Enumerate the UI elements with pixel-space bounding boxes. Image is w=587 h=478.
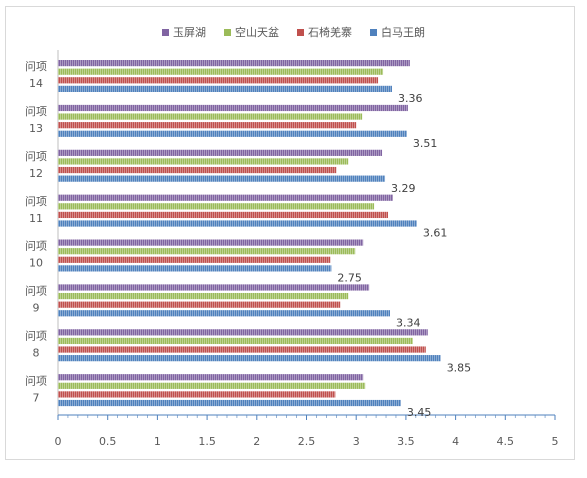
data-label: 3.34: [396, 316, 421, 329]
legend-label: 空山天盆: [235, 26, 279, 39]
category-label: 13: [29, 122, 43, 135]
category-label: 10: [29, 257, 43, 270]
bar: [58, 310, 390, 317]
category-label: 问项: [25, 374, 47, 387]
legend-label: 石椅羌寨: [308, 26, 352, 39]
x-tick-label: 2.5: [298, 435, 316, 448]
bar: [58, 292, 349, 300]
legend-label: 白马王朗: [381, 26, 425, 39]
legend-item: 石椅羌寨: [297, 24, 352, 40]
bar: [58, 220, 417, 227]
data-label: 3.29: [391, 182, 416, 195]
bar: [58, 85, 392, 92]
category-label: 问项: [25, 240, 47, 253]
bar: [58, 77, 379, 84]
category-label: 11: [29, 212, 43, 225]
category-label: 问项: [25, 60, 47, 73]
bar: [58, 130, 407, 137]
legend-swatch: [297, 28, 304, 36]
bar: [58, 355, 441, 362]
x-tick-label: 4.5: [497, 435, 515, 448]
bar: [58, 399, 401, 407]
category-label: 问项: [25, 195, 47, 208]
bar: [58, 391, 336, 398]
x-tick-label: 5: [552, 435, 559, 448]
bar: [58, 256, 331, 263]
bar: [58, 374, 364, 381]
data-label: 3.85: [447, 361, 472, 374]
legend-label: 玉屏湖: [173, 26, 206, 39]
bar: [58, 346, 426, 353]
bar: [58, 239, 364, 246]
x-tick-label: 1: [154, 435, 161, 448]
category-label: 问项: [25, 105, 47, 118]
legend-swatch: [224, 28, 231, 36]
bar: [58, 265, 332, 272]
bar: [58, 329, 428, 336]
bar: [58, 158, 349, 165]
category-label: 7: [33, 391, 40, 404]
legend-item: 玉屏湖: [162, 24, 206, 40]
bar: [58, 211, 389, 219]
x-tick-label: 0.5: [99, 435, 117, 448]
x-tick-label: 3.5: [397, 435, 415, 448]
category-label: 12: [29, 167, 43, 180]
category-label: 问项: [25, 285, 47, 298]
bar: [58, 203, 375, 210]
bar: [58, 113, 363, 120]
category-label: 8: [33, 346, 40, 359]
bar: [58, 382, 366, 389]
bar: [58, 248, 356, 255]
bar: [58, 175, 386, 182]
data-label: 3.51: [413, 137, 438, 150]
bar: [58, 122, 357, 129]
bar: [58, 104, 408, 112]
bar: [58, 68, 384, 75]
legend-item: 空山天盆: [224, 24, 279, 40]
bar: [58, 60, 410, 67]
legend-swatch: [370, 28, 377, 36]
bar: [58, 301, 341, 308]
bar: [58, 337, 413, 345]
x-tick-label: 2: [253, 435, 260, 448]
data-label: 3.45: [407, 406, 432, 419]
legend-item: 白马王朗: [370, 24, 425, 40]
category-label: 问项: [25, 329, 47, 342]
chart-legend: 玉屏湖 空山天盆 石椅羌寨 白马王朗: [0, 24, 587, 40]
x-tick-label: 1.5: [198, 435, 216, 448]
category-label: 14: [29, 77, 43, 90]
bar: [58, 149, 383, 156]
x-tick-label: 0: [55, 435, 62, 448]
bar: [58, 194, 393, 201]
data-label: 3.36: [398, 92, 423, 105]
data-label: 2.75: [337, 272, 362, 285]
x-tick-label: 3: [353, 435, 360, 448]
bar: [58, 166, 337, 174]
x-tick-label: 4: [452, 435, 459, 448]
category-label: 9: [33, 302, 40, 315]
data-label: 3.61: [423, 227, 448, 240]
category-label: 问项: [25, 150, 47, 163]
legend-swatch: [162, 28, 169, 36]
bar: [58, 284, 370, 291]
